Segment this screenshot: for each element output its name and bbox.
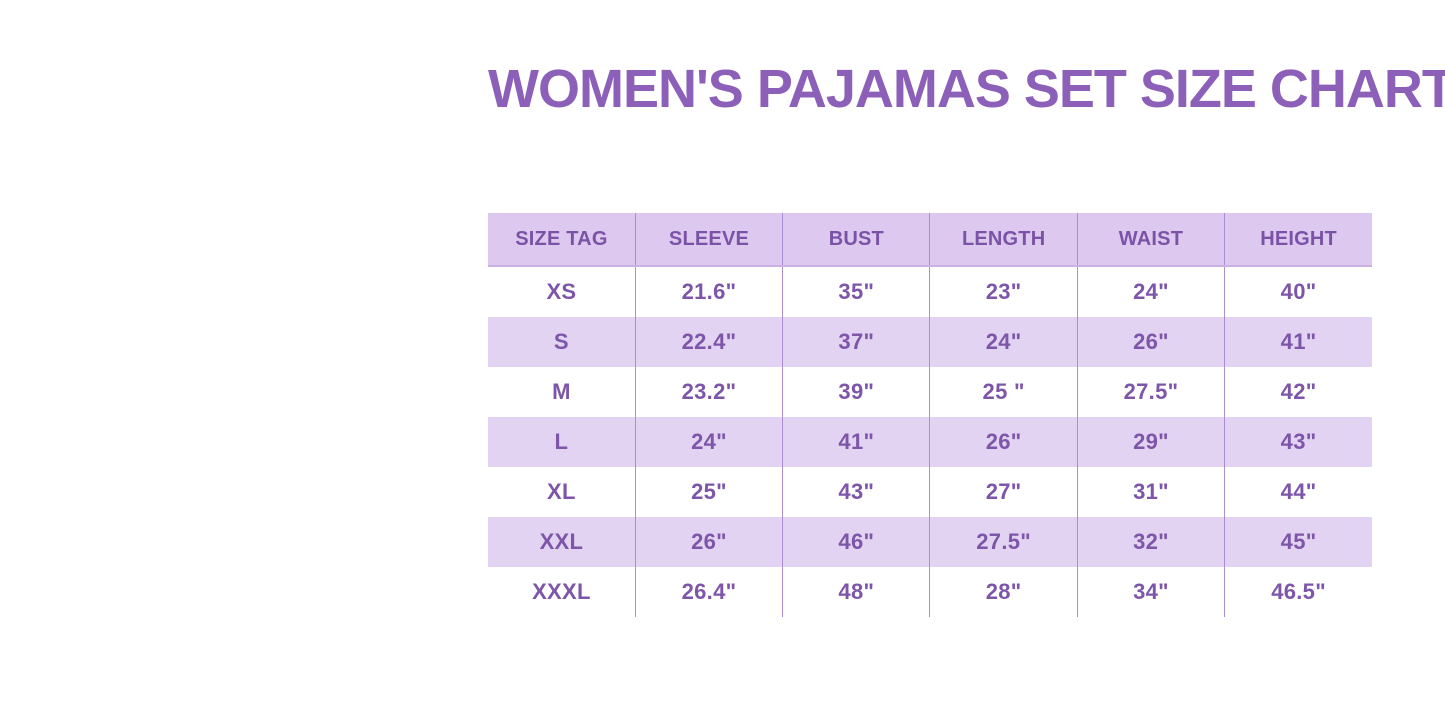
sleeve-cell: 26"	[635, 517, 784, 567]
table-row: L 24" 41" 26" 29" 43"	[488, 417, 1372, 467]
sleeve-cell: 22.4"	[635, 317, 784, 367]
length-cell: 25 "	[929, 367, 1078, 417]
waist-cell: 31"	[1077, 467, 1226, 517]
size-tag-cell: S	[488, 317, 636, 367]
column-header-waist: WAIST	[1077, 213, 1226, 267]
height-cell: 40"	[1280, 279, 1317, 304]
bust-cell: 41"	[782, 417, 931, 467]
sleeve-cell: 25"	[635, 467, 784, 517]
bust-cell: 48"	[782, 567, 931, 617]
table-row: M 23.2" 39" 25 " 27.5" 42"	[488, 367, 1372, 417]
size-tag-cell: M	[488, 367, 636, 417]
table-row: S 22.4" 37" 24" 26" 41"	[488, 317, 1372, 367]
length-cell: 27.5"	[929, 517, 1078, 567]
table-row: XXXL 26.4" 48" 28" 34" 46.5"	[488, 567, 1372, 617]
height-cell: 44"	[1280, 479, 1317, 504]
column-header-height: HEIGHT	[1224, 213, 1372, 267]
column-header-sleeve: SLEEVE	[635, 213, 784, 267]
waist-cell: 29"	[1077, 417, 1226, 467]
sleeve-cell: 26.4"	[635, 567, 784, 617]
table-row: XL 25" 43" 27" 31" 44"	[488, 467, 1372, 517]
length-cell: 26"	[929, 417, 1078, 467]
size-tag-cell: XS	[488, 266, 636, 317]
waist-cell: 24"	[1077, 266, 1226, 317]
length-cell: 28"	[929, 567, 1078, 617]
bust-cell: 43"	[782, 467, 931, 517]
column-header-length: LENGTH	[929, 213, 1078, 267]
column-header-bust: BUST	[782, 213, 931, 267]
length-cell: 24"	[929, 317, 1078, 367]
bust-cell: 46"	[782, 517, 931, 567]
bust-cell: 37"	[782, 317, 931, 367]
bust-cell: 39"	[782, 367, 931, 417]
waist-cell: 27.5"	[1077, 367, 1226, 417]
sleeve-cell: 23.2"	[635, 367, 784, 417]
column-header-size-tag: SIZE TAG	[488, 213, 636, 267]
table-row: XS 21.6" 35" 23" 24" 40"	[488, 266, 1372, 317]
size-tag-cell: XXXL	[488, 567, 636, 617]
size-tag-cell: XXL	[488, 517, 636, 567]
size-chart-table: SIZE TAG SLEEVE BUST LENGTH WAIST HEIGHT…	[488, 213, 1372, 617]
length-cell: 27"	[929, 467, 1078, 517]
height-cell: 43"	[1224, 417, 1372, 467]
height-cell: 42"	[1280, 379, 1317, 404]
height-cell: 46.5"	[1271, 579, 1326, 604]
sleeve-cell: 24"	[635, 417, 784, 467]
waist-cell: 26"	[1077, 317, 1226, 367]
size-tag-cell: L	[488, 417, 636, 467]
length-cell: 23"	[929, 266, 1078, 317]
page-title: WOMEN'S PAJAMAS SET SIZE CHART	[488, 59, 1445, 119]
bust-cell: 35"	[782, 266, 931, 317]
sleeve-cell: 21.6"	[635, 266, 784, 317]
waist-cell: 32"	[1077, 517, 1226, 567]
height-cell: 41"	[1224, 317, 1372, 367]
waist-cell: 34"	[1077, 567, 1226, 617]
height-cell: 45"	[1224, 517, 1372, 567]
table-row: XXL 26" 46" 27.5" 32" 45"	[488, 517, 1372, 567]
table-header-row: SIZE TAG SLEEVE BUST LENGTH WAIST HEIGHT	[488, 213, 1372, 267]
size-tag-cell: XL	[488, 467, 636, 517]
